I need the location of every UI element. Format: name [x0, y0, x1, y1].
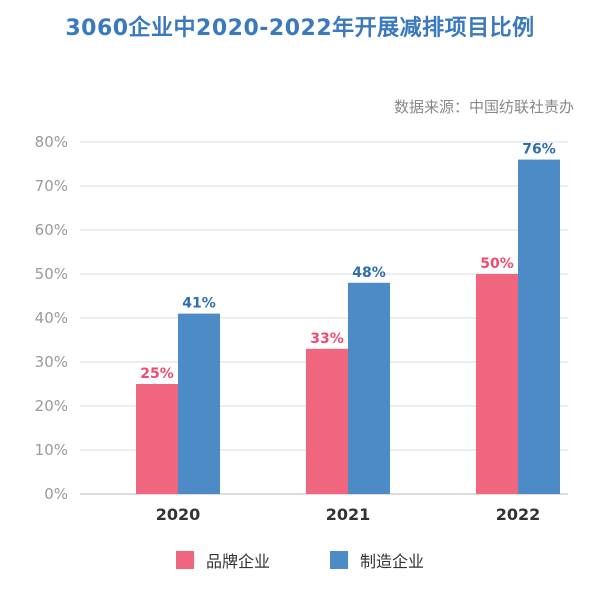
data-label: 25% [140, 366, 174, 382]
x-tick-label: 2022 [496, 505, 541, 524]
bar-manufacturer-2022 [518, 159, 560, 494]
bar-manufacturer-2021 [348, 282, 390, 494]
legend-swatch-brand [175, 551, 194, 569]
x-tick-label: 2021 [326, 505, 371, 524]
y-tick-label: 20% [35, 397, 68, 415]
legend-item-manufacturer: 制造企业 [330, 548, 424, 572]
y-tick-label: 30% [35, 353, 68, 371]
x-tick-label: 2020 [156, 505, 201, 524]
bar-brand-2022 [476, 274, 518, 494]
data-label: 41% [182, 296, 216, 312]
y-tick-label: 0% [44, 485, 68, 503]
data-label: 33% [310, 331, 344, 347]
bar-brand-2020 [136, 384, 178, 494]
chart-title: 3060企业中2020-2022年开展减排项目比例 [65, 16, 535, 41]
y-tick-label: 10% [35, 441, 68, 459]
legend-label-brand: 品牌企业 [205, 552, 270, 571]
data-label: 76% [522, 142, 556, 158]
bar-brand-2021 [306, 348, 348, 494]
data-label: 50% [480, 256, 514, 272]
y-tick-label: 50% [35, 265, 68, 283]
data-label: 48% [352, 265, 386, 281]
chart-source: 数据来源：中国纺联社责办 [393, 98, 574, 116]
legend-swatch-manufacturer [330, 551, 348, 569]
legend: 品牌企业 制造企业 [0, 548, 600, 572]
legend-item-brand: 品牌企业 [175, 548, 270, 572]
y-tick-label: 70% [35, 177, 68, 195]
legend-label-manufacturer: 制造企业 [360, 552, 425, 571]
bar-manufacturer-2020 [178, 313, 220, 494]
y-tick-label: 60% [35, 221, 68, 239]
y-tick-label: 40% [35, 309, 68, 327]
y-tick-label: 80% [35, 133, 68, 151]
